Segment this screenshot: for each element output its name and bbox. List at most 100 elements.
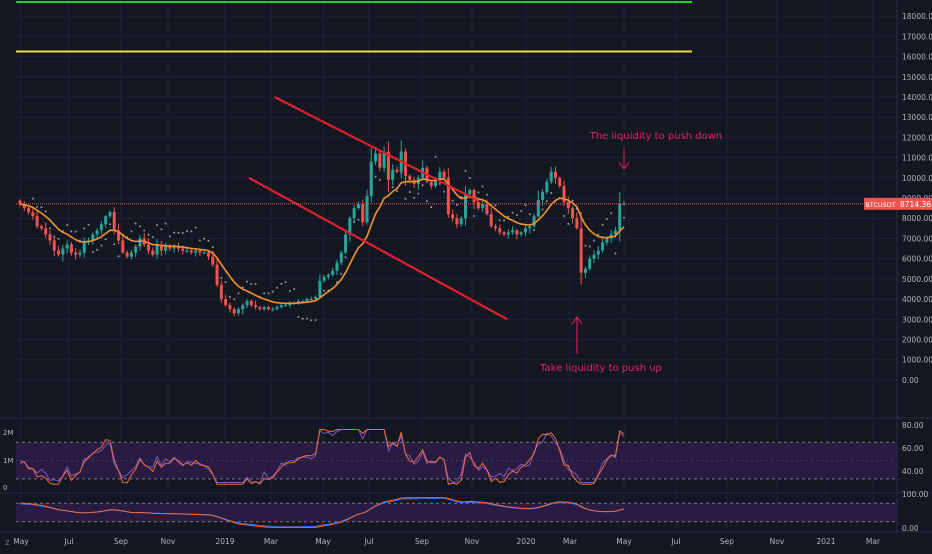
horizontal-levels — [16, 1, 692, 53]
candle-body — [52, 240, 56, 251]
sar-dot — [151, 236, 154, 239]
candle-body — [198, 250, 202, 253]
panel1-left-label: 0 — [3, 484, 7, 492]
sar-dot — [357, 218, 360, 221]
sar-dot — [335, 281, 338, 284]
candle — [352, 205, 356, 222]
sar-dot — [571, 199, 574, 202]
candle-body — [314, 297, 318, 300]
candle-body — [446, 177, 450, 215]
candle — [164, 242, 168, 255]
candle-body — [356, 204, 360, 209]
candle-body — [472, 189, 476, 203]
candle-body — [172, 246, 176, 249]
sar-dot — [48, 227, 51, 230]
time-axis[interactable]: May Jul Sep Nov 2019 Mar May Jul Sep Nov 2020 Mar Ma… — [13, 537, 881, 546]
candle-body — [249, 301, 253, 306]
candle — [168, 243, 172, 252]
footer: Z — [5, 539, 10, 547]
sar-dot — [477, 191, 480, 194]
candle — [429, 179, 433, 190]
candle-body — [35, 216, 39, 227]
candle — [241, 303, 245, 315]
sar-dot — [494, 204, 497, 207]
candle-body — [613, 230, 617, 235]
sar-dot — [104, 238, 107, 241]
candle-body — [549, 171, 553, 182]
price-tick-label: 18000.00 — [902, 12, 932, 21]
annotation-text-2: Take liquidity to push up — [539, 363, 662, 374]
candle-body — [511, 230, 515, 233]
sar-dot — [503, 219, 506, 222]
candle-body — [18, 200, 22, 205]
candle-body — [468, 189, 472, 194]
price-tick-label: 17000.00 — [902, 32, 932, 41]
candle-body — [618, 204, 622, 231]
sar-dot — [177, 231, 180, 234]
sar-dot — [550, 191, 553, 194]
candle — [335, 259, 339, 276]
candle-body — [185, 250, 189, 252]
candle-body — [296, 301, 300, 304]
candle — [391, 164, 395, 186]
price-tick-label: 14000.00 — [902, 93, 932, 102]
descending-channel — [248, 95, 508, 321]
candle — [121, 235, 125, 254]
sar-dot — [344, 256, 347, 259]
time-tick-label: 2021 — [816, 537, 835, 546]
time-tick-label: Jul — [363, 537, 373, 546]
candle — [27, 205, 31, 215]
candle-body — [258, 307, 262, 310]
time-tick-label: Sep — [415, 537, 429, 546]
candle-body — [408, 175, 412, 180]
candle-body — [155, 244, 159, 255]
sar-dot — [211, 246, 214, 249]
candle-body — [339, 252, 343, 263]
candle — [459, 216, 463, 227]
candle-body — [476, 202, 480, 209]
candle — [348, 216, 352, 242]
candle — [155, 239, 159, 259]
candle-body — [459, 218, 463, 225]
price-tick-label: 0.00 — [902, 376, 919, 385]
price-tick-label: 4000.00 — [902, 295, 932, 304]
sar-dot — [473, 215, 476, 218]
candle — [583, 266, 587, 278]
candle — [249, 299, 253, 308]
candle — [519, 231, 523, 237]
sar-dot — [408, 190, 411, 193]
indicator-panel-2[interactable]: 100.00 0.00 — [16, 490, 928, 533]
candle-body — [318, 280, 322, 298]
candle-body — [498, 228, 502, 233]
candle — [35, 210, 39, 229]
candle — [395, 166, 399, 174]
candle — [344, 231, 348, 255]
sar-dot — [254, 283, 257, 286]
indicator-panel-1[interactable]: 2M 1M 0 80.00 60.00 40.00 — [3, 421, 924, 492]
sar-dot — [276, 286, 279, 289]
candle-body — [588, 258, 592, 269]
time-tick-label: Nov — [770, 537, 785, 546]
candle-body — [206, 252, 210, 257]
candle-body — [279, 305, 283, 308]
candle-body — [117, 230, 121, 241]
sar-dot — [451, 199, 454, 202]
candle — [22, 201, 26, 212]
sar-dot — [91, 250, 94, 253]
time-tick-label: Nov — [465, 537, 480, 546]
sar-dot — [194, 226, 197, 229]
candle — [129, 249, 133, 260]
sar-dot — [181, 231, 184, 234]
candle-body — [386, 151, 390, 180]
candle — [262, 305, 266, 311]
sar-dot — [297, 315, 300, 318]
time-tick-label: 2020 — [516, 537, 535, 546]
sar-dot — [430, 206, 433, 209]
candle-body — [134, 246, 138, 253]
candle — [125, 250, 129, 259]
price-tick-label: 5000.00 — [902, 275, 932, 284]
candle — [596, 245, 600, 260]
candle-body — [369, 161, 373, 196]
